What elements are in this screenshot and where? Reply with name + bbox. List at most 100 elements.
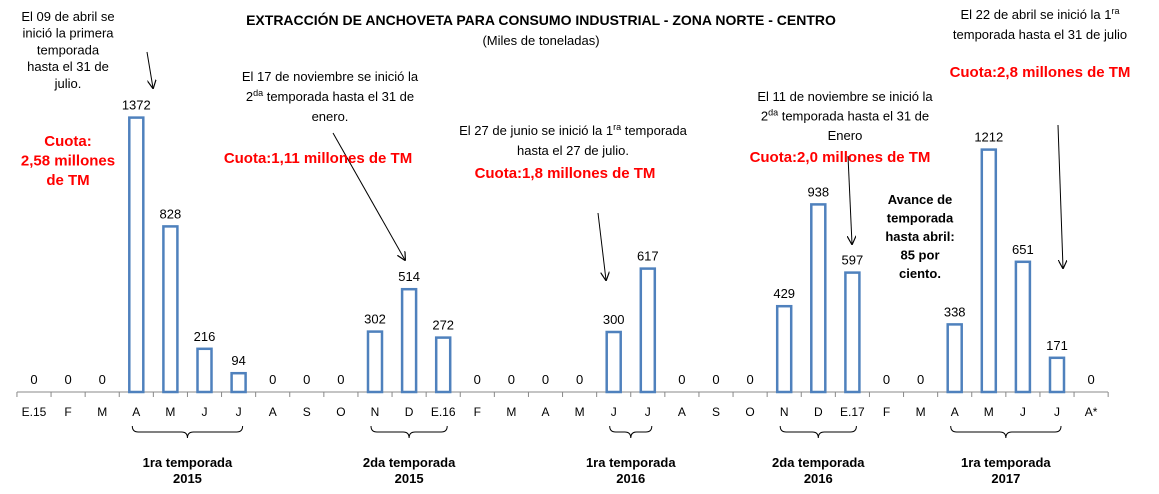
bar [980, 148, 998, 394]
annotation: 2,58 millones [21, 153, 115, 170]
data-label: 0 [474, 372, 481, 387]
group-bracket [370, 425, 448, 439]
chart-subtitle: (Miles de toneladas) [482, 33, 599, 48]
annotation: 2da​ temporada hasta el 31 de [761, 108, 929, 124]
x-tick-label: D [814, 405, 823, 419]
x-tick-label: J [202, 405, 208, 419]
annotation: ciento. [899, 266, 941, 281]
x-tick-label: N [780, 405, 789, 419]
x-tick-label: O [336, 405, 345, 419]
data-label: 0 [917, 372, 924, 387]
annotation-text: temporada hasta el 31 de [263, 89, 414, 104]
annotation-text: Cuota:2,8 millones de TM [950, 64, 1131, 81]
annotation-text: hasta el 27 de julio. [517, 143, 629, 158]
bar [128, 116, 145, 394]
data-label: 216 [194, 329, 216, 344]
data-label: 0 [508, 372, 515, 387]
annotation: hasta el 27 de julio. [517, 143, 629, 158]
data-label: 0 [64, 372, 71, 387]
data-label: 597 [842, 253, 864, 268]
x-tick-label: A [951, 405, 959, 419]
annotation-text: Cuota:1,8 millones de TM [475, 165, 656, 182]
x-tick-label: M [575, 405, 585, 419]
annotation: julio. [54, 76, 82, 91]
bar [810, 203, 827, 394]
annotation-sup: da [768, 108, 778, 118]
annotation-text: 2,58 millones [21, 153, 115, 170]
group-label: 2016 [804, 471, 833, 486]
data-label: 0 [303, 372, 310, 387]
x-tick-label: S [303, 405, 311, 419]
bar [639, 267, 657, 394]
data-label: 0 [337, 372, 344, 387]
group-label: 2015 [173, 471, 202, 486]
x-tick-label: M [506, 405, 516, 419]
data-label: 0 [269, 372, 276, 387]
annotation-text: El 11 de noviembre se inició la [757, 89, 933, 104]
group-bracket [609, 425, 653, 439]
annotation: 2da​ temporada hasta el 31 de [246, 88, 414, 104]
annotation-text: El 27 de junio se inició la 1 [459, 123, 613, 138]
group-label: 2017 [991, 471, 1020, 486]
x-tick-label: E.15 [22, 405, 47, 419]
data-label: 338 [944, 304, 966, 319]
group-bracket [131, 425, 244, 439]
x-tick-label: E.16 [431, 405, 456, 419]
x-tick-label: J [1054, 405, 1060, 419]
annotation: El 27 de junio se inició la 1ra​ tempora… [459, 122, 687, 138]
x-tick-label: A* [1085, 405, 1098, 419]
data-label: 0 [99, 372, 106, 387]
annotation: Cuota: [44, 133, 92, 150]
group-bracket [950, 425, 1062, 439]
x-tick-label: A [541, 405, 549, 419]
group-label: 2016 [616, 471, 645, 486]
annotation-text: hasta abril: [885, 229, 954, 244]
annotation-text: 85 por [900, 248, 939, 263]
data-label: 0 [746, 372, 753, 387]
annotation: temporada [887, 211, 954, 226]
x-tick-label: M [97, 405, 107, 419]
annotation-text: inició la primera [22, 26, 114, 41]
annotation: Enero [828, 128, 863, 143]
annotation-text: Cuota:1,11 millones de TM [224, 150, 412, 167]
annotation-text: Cuota:2,0 millones de TM [750, 149, 931, 166]
data-label: 0 [1087, 372, 1094, 387]
data-label: 0 [712, 372, 719, 387]
annotation: hasta el 31 de [27, 59, 109, 74]
annotation: enero. [312, 109, 349, 124]
annotation-text: julio. [54, 76, 82, 91]
chart-title: EXTRACCIÓN DE ANCHOVETA PARA CONSUMO IND… [246, 11, 836, 28]
group-label: 1ra temporada [961, 455, 1051, 470]
annotation-text: 2 [761, 109, 768, 124]
annotation-text: ciento. [899, 266, 941, 281]
annotation-text: enero. [312, 109, 349, 124]
annotation: El 17 de noviembre se inició la [242, 69, 419, 84]
x-tick-label: J [611, 405, 617, 419]
annotation: El 09 de abril se [21, 9, 114, 24]
data-label: 651 [1012, 242, 1034, 257]
group-label: 2015 [395, 471, 424, 486]
data-label: 938 [807, 184, 829, 199]
annotation-text: temporada [621, 123, 688, 138]
bar [230, 371, 247, 394]
annotation-text: El 22 de abril se inició la 1 [960, 7, 1111, 22]
annotation: Avance de [888, 192, 953, 207]
annotation: El 11 de noviembre se inició la [757, 89, 933, 104]
data-label: 0 [30, 372, 37, 387]
data-label: 1372 [122, 98, 151, 113]
annotation: de TM [46, 172, 89, 189]
x-tick-label: O [745, 405, 754, 419]
data-label: 514 [398, 269, 420, 284]
x-tick-label: F [64, 405, 71, 419]
annotation-text: de TM [46, 172, 89, 189]
x-tick-label: J [1020, 405, 1026, 419]
annotation-text: Enero [828, 128, 863, 143]
annotation: temporada [37, 42, 100, 57]
arrows [146, 51, 1063, 280]
x-tick-label: D [405, 405, 414, 419]
annotation-sup: ra [613, 122, 621, 132]
group-label: 2da temporada [772, 455, 865, 470]
bar [605, 330, 622, 394]
annotation: temporada hasta el 31 de julio [953, 27, 1127, 42]
